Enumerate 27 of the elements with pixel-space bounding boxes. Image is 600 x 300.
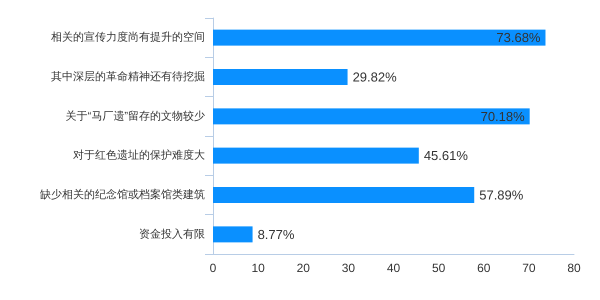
- y-tick-label: 缺少相关的纪念馆或档案馆类建筑: [40, 188, 205, 201]
- y-tick-label: 对于红色遗址的保护难度大: [73, 148, 205, 162]
- bar: [213, 108, 530, 124]
- bar: [213, 148, 419, 164]
- x-tick-label: 20: [296, 261, 310, 275]
- x-tick-label: 60: [477, 261, 491, 275]
- x-tick-label: 50: [432, 261, 446, 275]
- data-label: 70.18%: [480, 108, 526, 124]
- y-tick-label: 其中深层的革命精神还有待挖掘: [51, 70, 205, 83]
- data-label: 45.61%: [424, 148, 468, 164]
- x-tick-label: 0: [210, 261, 217, 275]
- x-tick-label: 10: [251, 261, 266, 275]
- y-tick-label: 相关的宣传力度尚有提升的空间: [51, 30, 205, 44]
- bar: [213, 69, 348, 85]
- data-label: 8.77%: [258, 226, 295, 242]
- x-tick-label: 30: [342, 261, 356, 275]
- data-label: 57.89%: [479, 188, 524, 202]
- data-label: 29.82%: [352, 70, 398, 84]
- y-tick-label: 关于“马厂遗”留存的文物较少: [66, 109, 205, 122]
- data-label: 73.68%: [496, 30, 541, 46]
- y-tick-label: 资金投入有限: [139, 227, 205, 240]
- bar: [213, 30, 546, 46]
- bar: [213, 226, 253, 242]
- x-tick-label: 80: [567, 261, 581, 275]
- x-tick-label: 70: [522, 261, 536, 275]
- bar: [213, 187, 474, 203]
- x-tick-label: 40: [386, 261, 400, 275]
